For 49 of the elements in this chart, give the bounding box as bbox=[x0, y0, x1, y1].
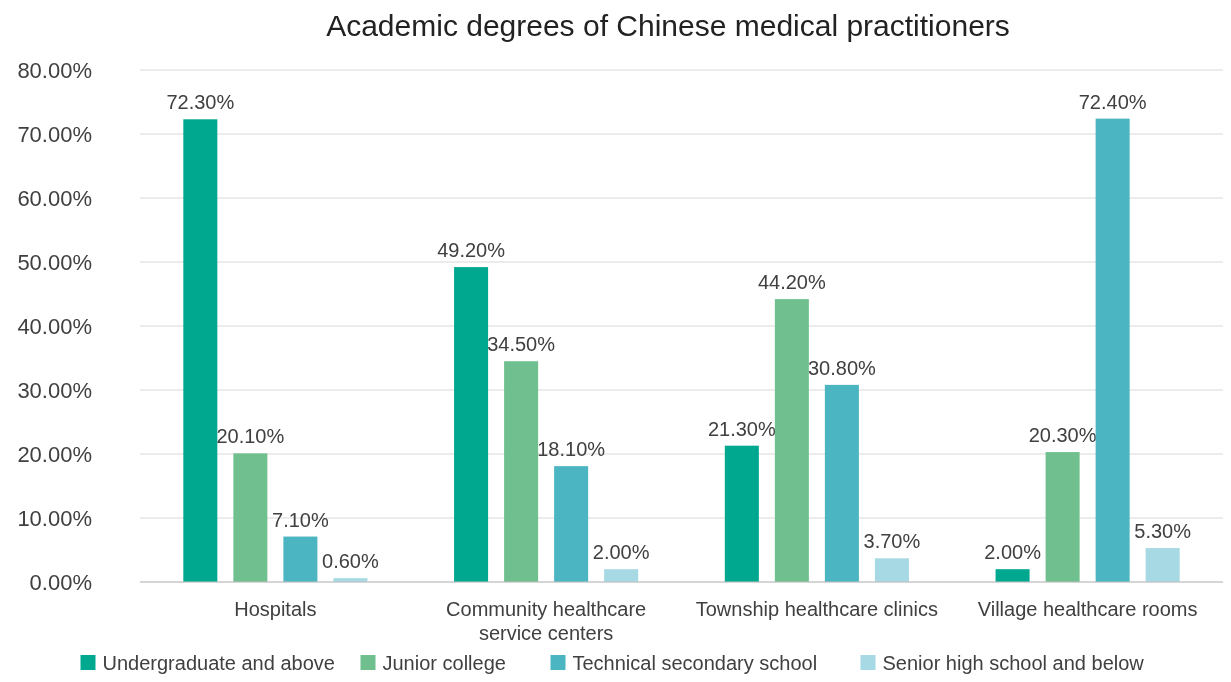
legend-label: Technical secondary school bbox=[572, 652, 818, 674]
bar bbox=[774, 299, 809, 582]
data-label: 49.20% bbox=[437, 239, 506, 262]
bar bbox=[1145, 548, 1180, 582]
legend-label: Undergraduate and above bbox=[102, 652, 335, 674]
data-label: 30.80% bbox=[807, 356, 877, 379]
x-tick-label: Township healthcare clinics bbox=[695, 598, 939, 620]
bar bbox=[233, 453, 268, 582]
bar bbox=[183, 119, 218, 582]
bar bbox=[995, 569, 1030, 582]
data-label: 18.10% bbox=[537, 438, 606, 461]
data-label: 0.60% bbox=[322, 550, 379, 573]
data-label: 34.50% bbox=[487, 333, 556, 356]
bar bbox=[824, 384, 859, 582]
x-tick-label: Community healthcare service centers bbox=[446, 598, 647, 644]
data-label: 3.70% bbox=[863, 530, 921, 553]
bar bbox=[504, 361, 539, 582]
bar bbox=[874, 558, 909, 582]
bar bbox=[283, 536, 318, 582]
legend-label: Senior high school and below bbox=[882, 652, 1145, 674]
y-tick-label: 10.00% bbox=[17, 505, 92, 531]
data-label: 44.20% bbox=[757, 271, 826, 294]
y-tick-label: 60.00% bbox=[17, 185, 92, 211]
y-tick-label: 0.00% bbox=[29, 569, 92, 595]
x-tick-label: Village healthcare rooms bbox=[977, 598, 1198, 620]
y-tick-label: 50.00% bbox=[17, 249, 92, 275]
data-label: 2.00% bbox=[984, 541, 1042, 564]
data-label: 72.40% bbox=[1078, 90, 1147, 113]
bar bbox=[604, 569, 639, 582]
data-label: 20.30% bbox=[1028, 424, 1097, 447]
y-tick-label: 80.00% bbox=[17, 57, 92, 83]
y-tick-label: 40.00% bbox=[17, 313, 92, 339]
data-label: 5.30% bbox=[1134, 520, 1192, 543]
legend-label: Junior college bbox=[382, 652, 506, 674]
data-label: 20.10% bbox=[216, 425, 285, 448]
bar bbox=[454, 267, 489, 582]
y-tick-label: 30.00% bbox=[17, 377, 92, 403]
y-tick-label: 70.00% bbox=[17, 121, 92, 147]
data-label: 2.00% bbox=[592, 541, 650, 564]
y-tick-label: 20.00% bbox=[17, 441, 92, 467]
bar bbox=[1045, 452, 1080, 582]
bar bbox=[1095, 118, 1130, 582]
chart-title: Academic degrees of Chinese medical practitioners bbox=[326, 9, 1010, 42]
x-tick-label: Hospitals bbox=[234, 598, 317, 620]
bar bbox=[724, 445, 759, 582]
data-label: 21.30% bbox=[707, 417, 776, 440]
data-label: 7.10% bbox=[272, 508, 329, 531]
bar bbox=[554, 466, 589, 582]
data-label: 72.30% bbox=[166, 91, 235, 114]
